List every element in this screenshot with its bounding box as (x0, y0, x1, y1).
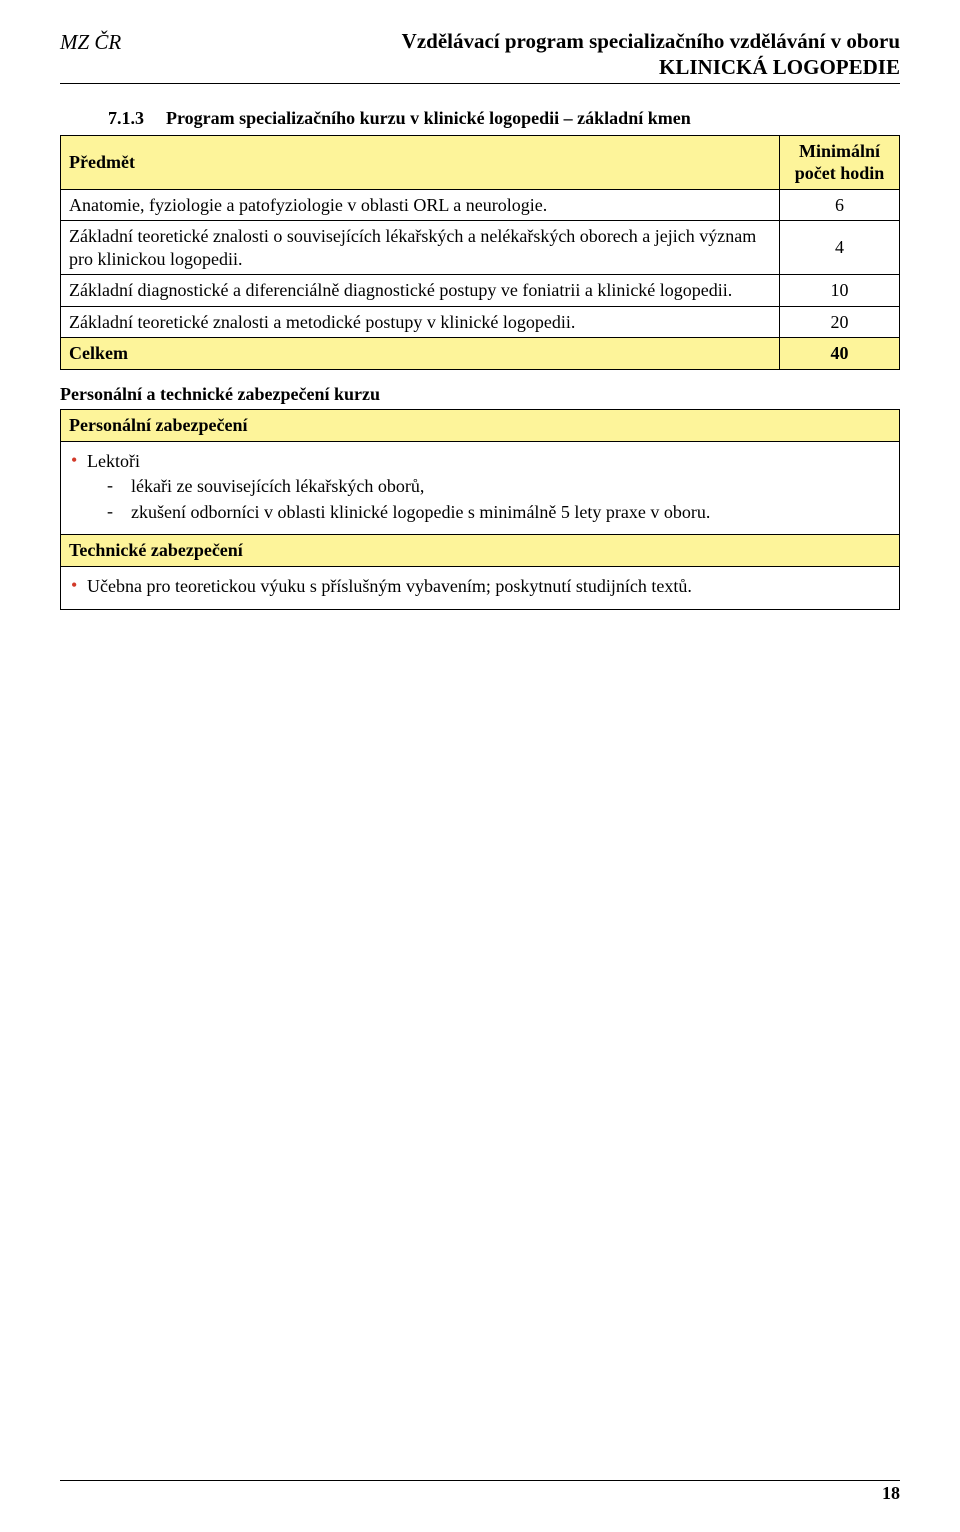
technical-box-body: • Učebna pro teoretickou výuku s přísluš… (61, 567, 900, 609)
bullet-row: • Učebna pro teoretickou výuku s přísluš… (71, 575, 889, 598)
page-number: 18 (60, 1480, 900, 1504)
hours-cell: 4 (780, 221, 900, 275)
subject-cell: Základní teoretické znalosti a metodické… (61, 306, 780, 338)
staffing-heading: Personální a technické zabezpečení kurzu (60, 384, 900, 405)
header-left: MZ ČR (60, 28, 121, 55)
sub-bullet-row: - lékaři ze souvisejících lékařských obo… (107, 475, 889, 498)
subject-cell: Anatomie, fyziologie a patofyziologie v … (61, 189, 780, 221)
section-number: 7.1.3 (108, 108, 166, 129)
table-total-row: Celkem 40 (61, 338, 900, 370)
col-header-hours: Minimální počet hodin (780, 135, 900, 189)
table-row: Základní teoretické znalosti o souvisejí… (61, 221, 900, 275)
sub-bullet-text: lékaři ze souvisejících lékařských oborů… (131, 475, 424, 498)
table-row: Základní diagnostické a diferenciálně di… (61, 275, 900, 307)
bullet-text: Lektoři (87, 450, 889, 473)
hours-cell: 6 (780, 189, 900, 221)
bullet-icon: • (71, 450, 87, 472)
total-label: Celkem (61, 338, 780, 370)
personnel-box-body: • Lektoři - lékaři ze souvisejících léka… (61, 441, 900, 534)
hours-cell: 20 (780, 306, 900, 338)
bullet-icon: • (71, 575, 87, 597)
table-row: Anatomie, fyziologie a patofyziologie v … (61, 189, 900, 221)
personnel-box: Personální zabezpečení • Lektoři - lékař… (60, 409, 900, 610)
total-value: 40 (780, 338, 900, 370)
sub-bullet-text: zkušení odborníci v oblasti klinické log… (131, 501, 710, 524)
hours-cell: 10 (780, 275, 900, 307)
technical-box-title: Technické zabezpečení (61, 535, 900, 567)
header-right-line1: Vzdělávací program specializačního vzděl… (402, 28, 900, 54)
col-header-hours-line2: počet hodin (788, 162, 891, 185)
bullet-row: • Lektoři (71, 450, 889, 473)
dash-icon: - (107, 475, 131, 497)
dash-icon: - (107, 501, 131, 523)
bullet-text: Učebna pro teoretickou výuku s příslušný… (87, 575, 889, 598)
table-header-row: Předmět Minimální počet hodin (61, 135, 900, 189)
course-table: Předmět Minimální počet hodin Anatomie, … (60, 135, 900, 370)
section-heading: 7.1.3 Program specializačního kurzu v kl… (108, 108, 900, 129)
col-header-subject: Předmět (61, 135, 780, 189)
header-right-line2: KLINICKÁ LOGOPEDIE (402, 54, 900, 80)
sub-bullet-row: - zkušení odborníci v oblasti klinické l… (107, 501, 889, 524)
table-row: Základní teoretické znalosti a metodické… (61, 306, 900, 338)
subject-cell: Základní teoretické znalosti o souvisejí… (61, 221, 780, 275)
page-header: MZ ČR Vzdělávací program specializačního… (60, 28, 900, 84)
header-right: Vzdělávací program specializačního vzděl… (402, 28, 900, 81)
subject-cell: Základní diagnostické a diferenciálně di… (61, 275, 780, 307)
section-title: Program specializačního kurzu v klinické… (166, 108, 691, 129)
col-header-hours-line1: Minimální (788, 140, 891, 163)
personnel-box-title: Personální zabezpečení (61, 409, 900, 441)
